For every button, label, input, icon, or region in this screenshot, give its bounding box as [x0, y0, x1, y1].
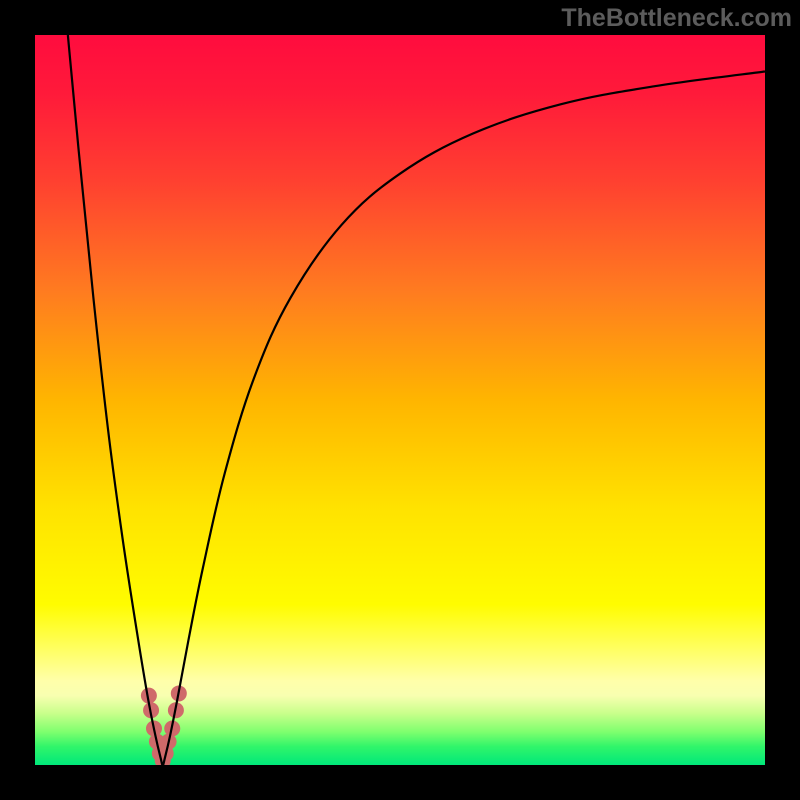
chart-svg: [0, 0, 800, 800]
chart-container: TheBottleneck.com: [0, 0, 800, 800]
watermark-text: TheBottleneck.com: [561, 4, 792, 33]
